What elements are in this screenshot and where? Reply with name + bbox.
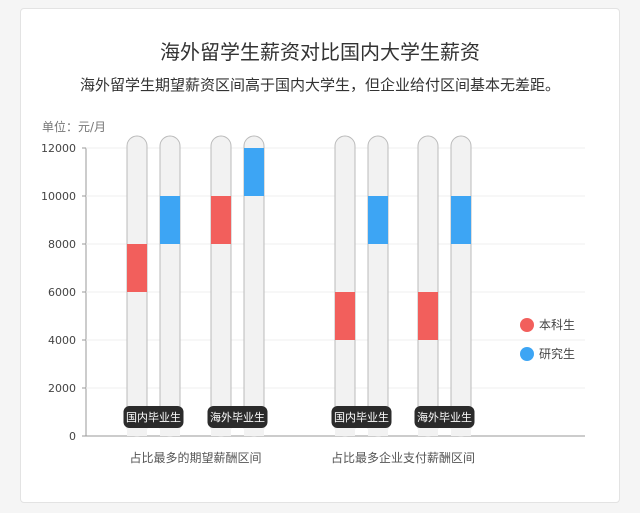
group-label: 占比最多的期望薪酬区间 — [129, 450, 261, 465]
y-tick-label: 6000 — [48, 286, 76, 299]
pair-label-badge — [331, 406, 392, 428]
pair-label: 国内毕业生 — [126, 410, 181, 424]
chart-card — [20, 8, 620, 503]
bar-track-base — [335, 426, 355, 436]
bar-range-undergrad — [335, 292, 355, 340]
bar-track-base — [451, 426, 471, 436]
bar-range-graduate — [451, 196, 471, 244]
bar-range-graduate — [244, 148, 264, 196]
bar-range-undergrad — [127, 244, 147, 292]
y-tick-label: 8000 — [48, 238, 76, 251]
bar-track-base — [211, 426, 231, 436]
chart-subtitle: 海外留学生期望薪资区间高于国内大学生，但企业给付区间基本无差距。 — [79, 76, 560, 94]
bar-track — [210, 135, 232, 437]
pair-label: 海外毕业生 — [210, 410, 265, 424]
y-tick-label: 2000 — [48, 382, 76, 395]
pair-label: 海外毕业生 — [417, 410, 472, 424]
bar-track-base — [244, 426, 264, 436]
bar-range-graduate — [160, 196, 180, 244]
y-tick-label: 12000 — [41, 142, 76, 155]
chart-title: 海外留学生薪资对比国内大学生薪资 — [160, 40, 480, 64]
bar-track — [450, 135, 472, 437]
bar-track — [334, 135, 356, 437]
bar-range-undergrad — [418, 292, 438, 340]
bar-track-base — [160, 426, 180, 436]
legend-label: 本科生 — [539, 318, 575, 332]
bar-track — [417, 135, 439, 437]
group-label: 占比最多企业支付薪酬区间 — [331, 450, 475, 465]
pair-label: 国内毕业生 — [334, 410, 389, 424]
pair-label-badge — [123, 406, 184, 428]
unit-label: 单位：元/月 — [42, 119, 106, 134]
pair-label-badge — [207, 406, 268, 428]
legend-marker — [520, 318, 534, 332]
bar-track-base — [368, 426, 388, 436]
bar-track — [367, 135, 389, 437]
bar-track — [159, 135, 181, 437]
y-tick-label: 10000 — [41, 190, 76, 203]
bar-range-undergrad — [211, 196, 231, 244]
bar-track-base — [418, 426, 438, 436]
bar-track-base — [127, 426, 147, 436]
y-tick-label: 4000 — [48, 334, 76, 347]
pair-label-badge — [414, 406, 475, 428]
y-tick-label: 0 — [69, 430, 76, 443]
legend-marker — [520, 347, 534, 361]
legend-label: 研究生 — [539, 346, 575, 361]
bar-range-graduate — [368, 196, 388, 244]
